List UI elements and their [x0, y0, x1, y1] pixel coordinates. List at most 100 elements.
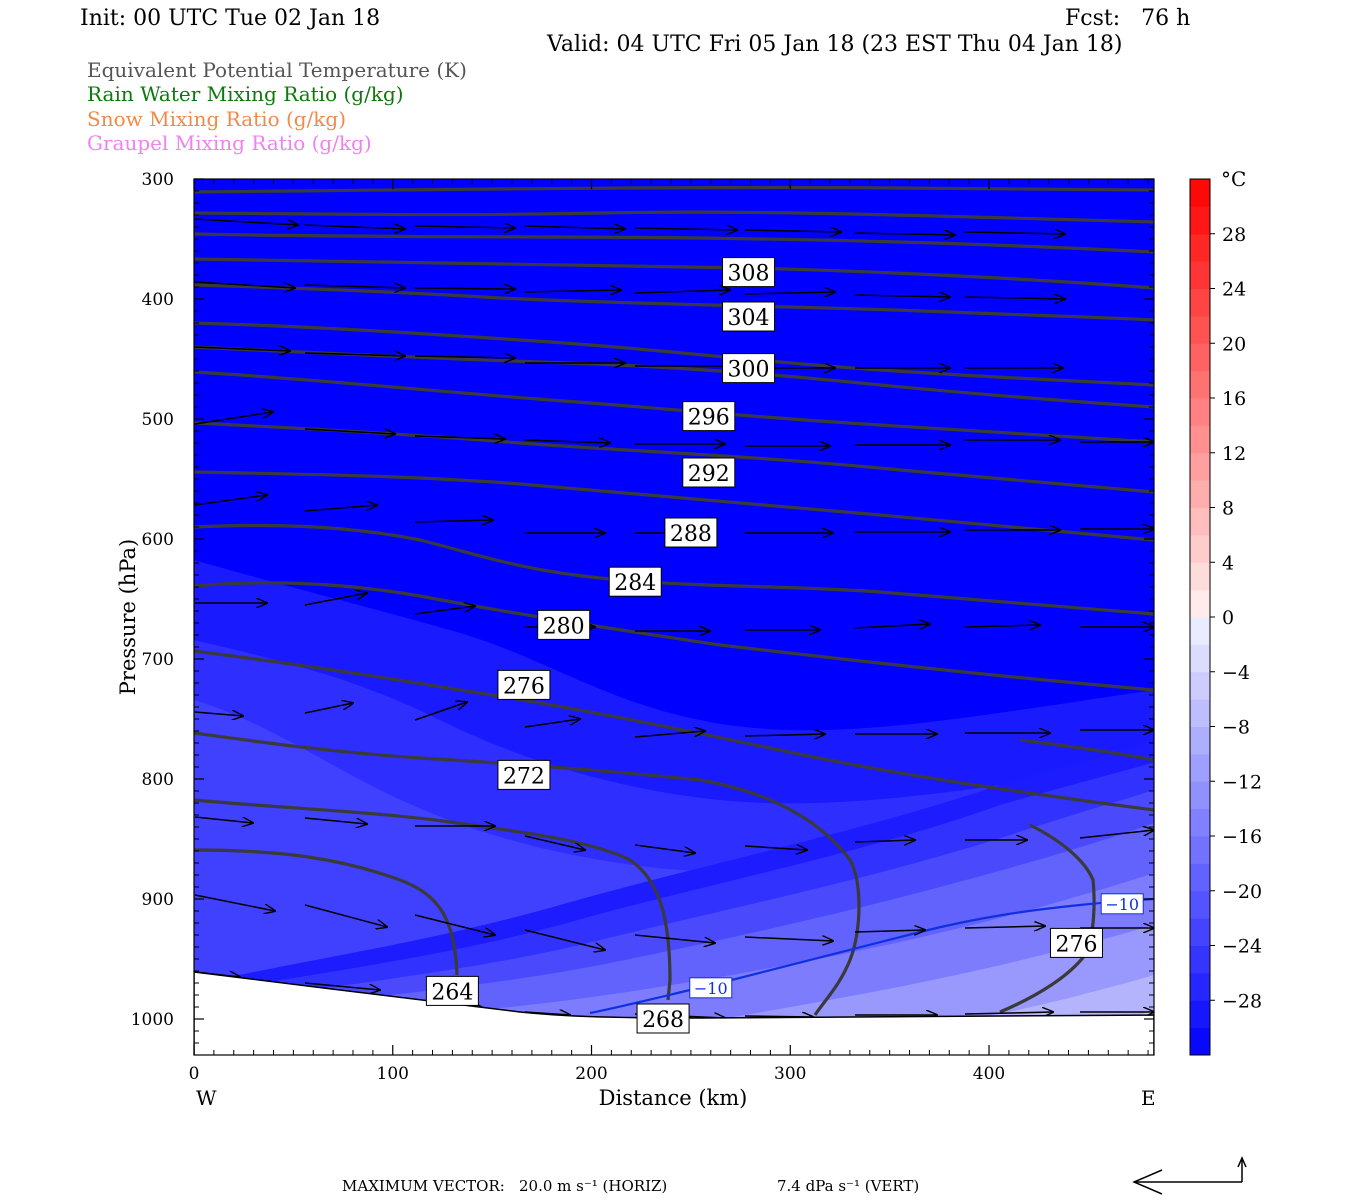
theta-e-contour-2 [194, 232, 1154, 254]
wind-vector [304, 982, 380, 990]
colorbar-segment [1190, 507, 1210, 536]
y-tick-label: 600 [142, 530, 174, 550]
theta-e-label-text: 304 [728, 306, 770, 331]
colorbar-tick-label: 20 [1222, 333, 1246, 355]
colorbar-segment [1190, 863, 1210, 892]
theta-e-label-text: 300 [728, 358, 770, 383]
wind-vector [414, 702, 467, 721]
theta-e-label-text: 276 [503, 674, 545, 699]
plot-area [194, 179, 1154, 1055]
theta-e-contour-0 [194, 185, 1154, 194]
wind-vector [634, 731, 705, 738]
theta-e-label-text: 296 [688, 406, 730, 431]
wind-vector [524, 440, 610, 443]
theta-e-contour-14 [194, 798, 672, 1001]
colorbar-segment [1190, 1027, 1210, 1056]
wind-vector [854, 624, 930, 628]
colorbar-segment [1190, 179, 1210, 207]
colorbar-segment [1190, 261, 1210, 289]
theta-e-contour-4 [194, 283, 1154, 322]
x-end-east: E [1141, 1086, 1156, 1110]
theta-e-label-text: 264 [431, 980, 473, 1005]
colorbar-segment [1190, 753, 1210, 782]
theta-e-label-text: 276 [1055, 932, 1097, 957]
wind-vector [524, 719, 580, 728]
theta-e-label-text: 280 [543, 614, 585, 639]
x-axis: 0 100 200 300 400 [189, 179, 1149, 1084]
wind-vector [1079, 830, 1154, 839]
colorbar-segment [1190, 781, 1210, 810]
colorbar-segment [1190, 288, 1210, 317]
y-tick-label: 400 [142, 290, 174, 310]
theta-e-contour-1 [194, 210, 1154, 224]
colorbar-tick-label: 12 [1222, 443, 1246, 465]
wind-vector [194, 816, 253, 823]
theta-e-label-text: 272 [503, 764, 545, 789]
wind-vector [414, 436, 505, 439]
colorbar-segment [1190, 808, 1210, 837]
colorbar-tick-label: −4 [1222, 662, 1250, 684]
theta-e-label: 280 [537, 609, 591, 640]
wind-vector [524, 226, 625, 229]
wind-vector [414, 356, 515, 358]
wind-vector [854, 930, 925, 932]
y-axis-label: Pressure (hPa) [116, 539, 140, 695]
wind-vector [194, 347, 290, 351]
wind-vector [194, 412, 273, 425]
colorbar-segment [1190, 425, 1210, 454]
colorbar-segment [1190, 836, 1210, 864]
temperature-label-text: −10 [1105, 895, 1139, 914]
theta-e-contour-9 [194, 470, 1154, 542]
theta-e-contour-11 [194, 581, 1154, 692]
wind-vector [524, 835, 585, 850]
colorbar-segment [1190, 206, 1210, 235]
wind-vector [304, 703, 353, 714]
colorbar-tick-label: 8 [1222, 498, 1234, 520]
colorbar-segment [1190, 534, 1210, 563]
temperature-contours [589, 897, 1154, 1015]
wind-vector [414, 520, 493, 522]
wind-vector [194, 218, 298, 225]
colorbar-tick-label: −24 [1222, 936, 1262, 958]
theta-e-contour-15 [194, 848, 459, 976]
theta-e-label-text: 284 [614, 571, 656, 596]
colorbar-segment [1190, 343, 1210, 372]
wind-vector [304, 593, 367, 606]
max-vector-vert: 7.4 dPa s⁻¹ (VERT) [777, 1177, 919, 1195]
wind-vector [744, 937, 833, 941]
field-label-theta-e: Equivalent Potential Temperature (K) [87, 58, 467, 82]
theta-e-label: 292 [682, 457, 736, 488]
x-tick-label: 100 [377, 1064, 409, 1084]
wind-vector [304, 817, 367, 824]
colorbar-unit: °C [1221, 167, 1246, 191]
x-tick-label: 200 [575, 1064, 607, 1084]
y-tick-label: 700 [142, 650, 174, 670]
wind-vector [414, 288, 515, 289]
wind-vector [304, 904, 387, 927]
theta-e-label-text: 292 [688, 462, 730, 487]
wind-vector [634, 844, 695, 853]
x-end-west: W [196, 1086, 217, 1110]
wind-vector [854, 233, 955, 235]
y-tick-label: 300 [142, 170, 174, 190]
theta-e-label-text: 288 [670, 522, 712, 547]
field-label-graupel: Graupel Mixing Ratio (g/kg) [87, 131, 372, 155]
y-tick-label: 500 [142, 410, 174, 430]
wind-vector [744, 846, 807, 850]
forecast-hour: Fcst: 76 h [1065, 6, 1190, 31]
max-vector-horiz: 20.0 m s⁻¹ (HORIZ) [519, 1177, 667, 1195]
init-time: Init: 00 UTC Tue 02 Jan 18 [80, 6, 380, 31]
reference-vector-icon [1132, 1156, 1247, 1195]
wind-vector [964, 232, 1065, 234]
colorbar-tick-label: −20 [1222, 881, 1262, 903]
theta-e-label: 276 [1049, 927, 1103, 958]
terrain [194, 971, 1154, 1055]
colorbar-segment [1190, 398, 1210, 426]
colorbar-segment [1190, 1000, 1210, 1029]
wind-vector [964, 297, 1065, 299]
colorbar-tick-label: 16 [1222, 388, 1246, 410]
wind-vectors [194, 218, 1154, 1018]
field-label-snow: Snow Mixing Ratio (g/kg) [87, 107, 346, 131]
colorbar-tick-label: 4 [1222, 552, 1234, 574]
colorbar: 28 24 20 16 12 8 4 0 −4 −8 −12 −16 −20 −24 −28 [1189, 178, 1262, 1056]
